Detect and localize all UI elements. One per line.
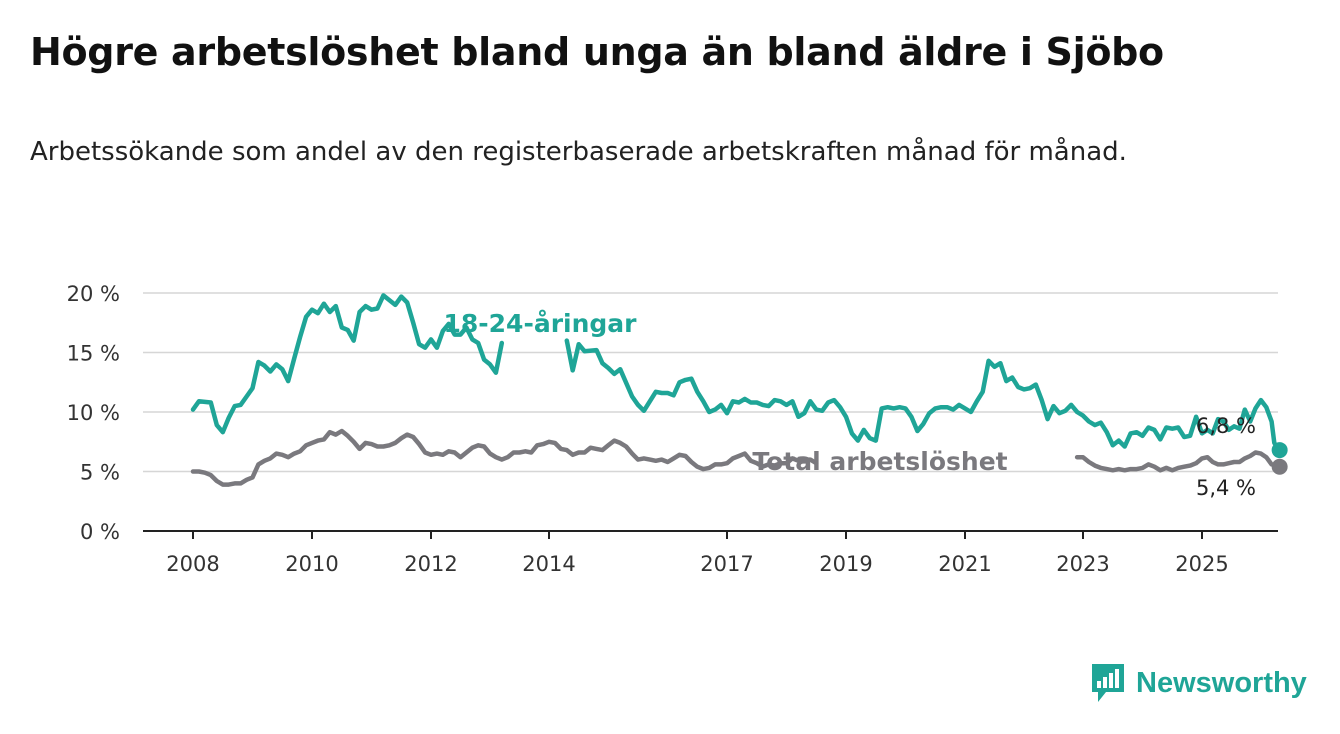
x-tick-label: 2014 (522, 552, 575, 576)
x-tick-label: 2023 (1056, 552, 1109, 576)
series-line-0-segment-0 (190, 293, 505, 435)
y-tick-label: 20 % (67, 282, 120, 306)
y-axis-ticks: 0 % 5 % 10 % 15 % 20 % (67, 282, 120, 544)
series-end-dot (1271, 442, 1288, 459)
brand-name: Newsworthy (1136, 666, 1307, 699)
brand-logo: Newsworthy (1090, 662, 1307, 704)
chart-title: Högre arbetslöshet bland unga än bland ä… (30, 30, 1164, 74)
end-label-youth: 6,8 % (1196, 414, 1256, 438)
x-tick-label: 2008 (166, 552, 219, 576)
x-axis: 2008 2010 2012 2014 2017 2019 2021 2023 2025 (143, 530, 1278, 576)
y-tick-label: 0 % (80, 520, 120, 544)
end-label-total: 5,4 % (1196, 476, 1256, 500)
y-tick-label: 15 % (67, 342, 120, 366)
chart-subtitle: Arbetssökande som andel av den registerb… (30, 137, 1127, 167)
x-tick-label: 2012 (404, 552, 457, 576)
bar-chart-logo-icon (1092, 664, 1124, 702)
series-lines (190, 293, 1288, 487)
series-end-dot (1271, 458, 1288, 475)
series-label-youth: 18-24-åringar (444, 309, 638, 338)
x-tick-label: 2021 (938, 552, 991, 576)
x-tick-label: 2017 (700, 552, 753, 576)
series-line-1-segment-0 (190, 428, 819, 487)
series-label-total: Total arbetslöshet (752, 447, 1007, 476)
x-tick-label: 2010 (285, 552, 338, 576)
series-labels: 18-24-åringar Total arbetslöshet 6,8 % 5,4 … (444, 309, 1257, 500)
y-tick-label: 10 % (67, 401, 120, 425)
x-tick-label: 2019 (819, 552, 872, 576)
series-line-0-segment-1 (564, 338, 1282, 453)
x-tick-label: 2025 (1175, 552, 1228, 576)
y-gridlines (143, 292, 1278, 473)
series-line-1-segment-1 (1074, 450, 1282, 473)
y-tick-label: 5 % (80, 461, 120, 485)
